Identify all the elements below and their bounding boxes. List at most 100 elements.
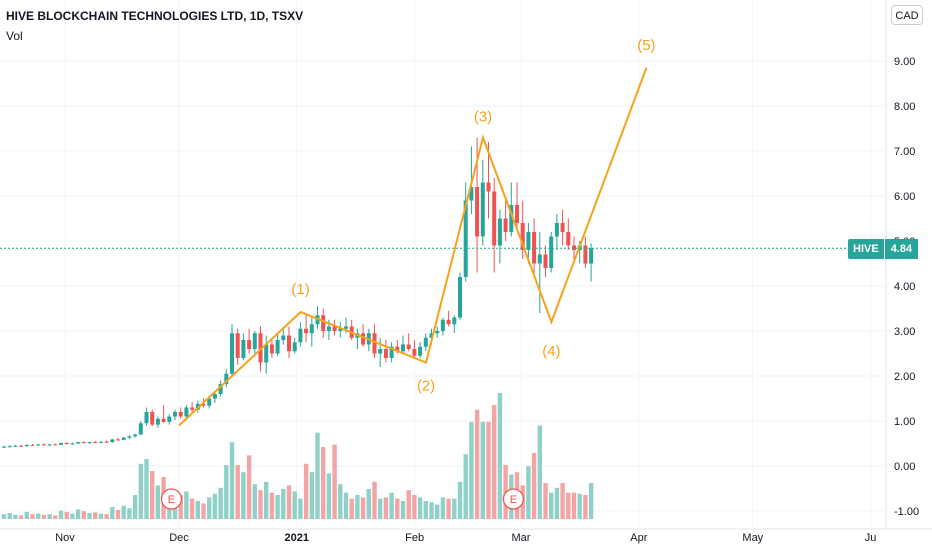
candle-body [218,384,223,394]
wave-label: (5) [637,37,655,54]
candle-body [104,441,109,443]
candle-body [321,315,326,331]
candle-body [98,441,103,443]
candle-body [70,443,75,445]
y-tick-label: 4.00 [894,281,915,293]
candle-body [361,333,366,345]
wave-label: (3) [474,109,492,126]
last-price-tag: HIVE 4.84 [848,239,919,259]
volume-bar [47,514,52,519]
earnings-marker-label: E [168,494,175,506]
candle-body [264,344,269,363]
volume-bar [110,507,115,519]
candle-body [326,326,331,331]
candle-body [298,328,303,343]
candle-body [41,444,46,446]
wave-line [178,67,648,427]
volume-bar [480,421,485,519]
candle-body [269,344,274,354]
wave-label: (1) [291,281,309,298]
candle-body [247,340,252,349]
candle-body [275,340,280,354]
volume-bar [53,515,58,519]
candle-body [201,403,206,406]
candle-body [429,333,434,338]
candle-body [309,324,314,334]
volume-bar [70,513,75,519]
volume-label: Vol [6,29,23,43]
volume-bar [1,514,7,519]
volume-bar [292,491,297,519]
volume-bar [184,491,189,519]
volume-bar [469,421,474,519]
candle-body [423,337,428,347]
candle-body [418,346,423,356]
volume-bar [13,514,18,519]
candle-body [212,394,217,399]
candle-body [589,248,594,264]
candle-body [515,205,519,223]
volume-bar [87,513,92,519]
volume-bar [389,492,394,519]
candle-body [19,445,24,447]
volume-bar [560,483,565,519]
x-tick-label: Nov [55,532,75,544]
y-tick-label: 7.00 [894,146,915,158]
volume-bar [121,505,126,519]
candle-body [469,187,474,201]
wave-label: (4) [542,343,560,360]
candle-body [235,333,240,358]
volume-bar [264,481,269,519]
candle-body [224,373,229,385]
candle-body [230,333,234,374]
volume-bar [218,487,223,519]
candle-body [150,412,155,425]
volume-bar [571,492,577,519]
candle-body [36,444,41,446]
y-axis: 9.008.007.006.005.004.003.002.001.000.00… [894,56,919,518]
volume-bar [321,447,326,519]
volume-bar [81,511,86,519]
candle-body [338,328,343,331]
volume-bar [452,498,457,519]
volume-bar [212,493,218,519]
candle-body [207,398,212,406]
volume-bar [400,501,406,519]
candle-body [144,412,149,424]
candle-body [121,437,126,440]
candle-body [161,418,166,422]
volume-bar [258,490,263,519]
volume-bar [150,471,155,519]
x-tick-label: Apr [630,532,647,544]
x-tick-label: Mar [512,532,531,544]
volume-bar [24,511,29,519]
candle-body [258,333,263,363]
candle-body [47,444,52,446]
volume-bar [298,498,303,519]
candle-body [378,349,383,354]
volume-bar [286,485,292,519]
volume-bar [189,498,195,519]
candle-body [463,200,468,277]
volume-bar [583,495,588,519]
candle-body [2,446,6,448]
candle-body [526,232,531,250]
candle-body [332,326,337,331]
candle-body [24,444,29,447]
candle-body [304,328,309,334]
volume-bar [246,455,252,519]
currency-button[interactable]: CAD [891,5,923,25]
volume-bar [566,492,571,519]
price-tag-symbol: HIVE [848,239,884,259]
candle-body [116,439,120,441]
candle-body [133,434,138,437]
volume-bar [7,513,12,519]
y-tick-label: -1.00 [894,506,919,518]
candle-body [503,218,508,232]
candle-body [344,326,348,329]
volume-bar [75,509,81,519]
candle-body [549,236,554,268]
y-tick-label: 0.00 [894,461,915,473]
